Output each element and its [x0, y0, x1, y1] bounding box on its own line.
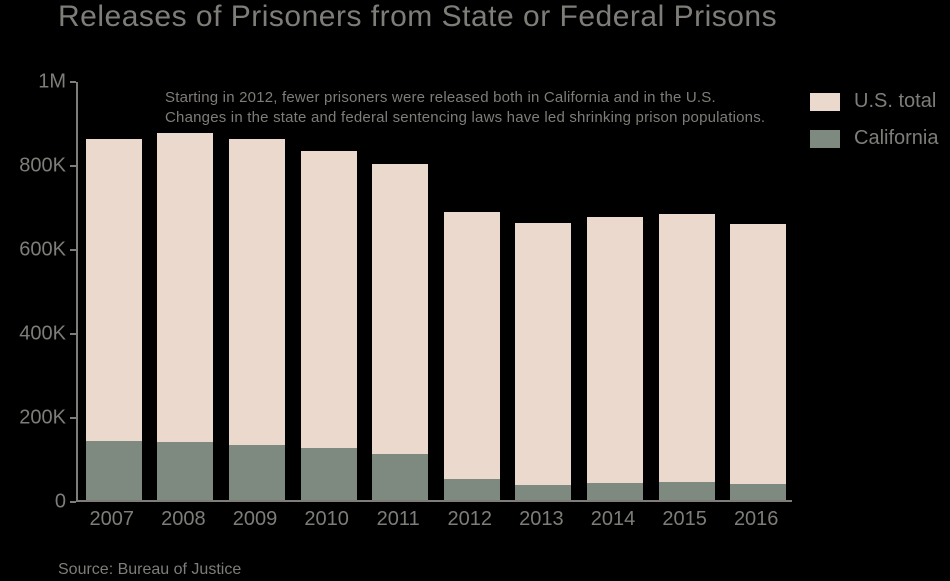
bar-segment	[157, 133, 213, 442]
bar-segment	[730, 484, 786, 500]
legend: U.S. total California	[810, 90, 938, 164]
y-tick-mark	[70, 417, 76, 419]
legend-label: U.S. total	[854, 90, 936, 113]
legend-item: U.S. total	[810, 90, 938, 113]
x-tick-label: 2013	[519, 508, 564, 531]
y-tick-label: 200K	[19, 407, 66, 430]
y-tick-label: 400K	[19, 323, 66, 346]
bar-segment	[372, 164, 428, 454]
bar-segment	[372, 454, 428, 500]
bar-segment	[229, 139, 285, 446]
y-tick-label: 800K	[19, 155, 66, 178]
bar-segment	[444, 212, 500, 479]
bar-segment	[659, 482, 715, 500]
bar-segment	[86, 441, 142, 500]
x-tick-label: 2007	[90, 508, 135, 531]
x-tick-label: 2012	[448, 508, 493, 531]
plot-area	[76, 82, 792, 502]
chart-title: Releases of Prisoners from State or Fede…	[58, 0, 777, 34]
y-tick-mark	[70, 333, 76, 335]
bar-segment	[730, 224, 786, 484]
bar-segment	[587, 483, 643, 500]
y-tick-label: 0	[55, 491, 66, 514]
bar-segment	[301, 448, 357, 501]
x-tick-label: 2011	[377, 508, 420, 531]
bar-segment	[444, 479, 500, 500]
bar-segment	[301, 151, 357, 447]
legend-swatch	[810, 93, 840, 111]
legend-item: California	[810, 127, 938, 150]
chart-container: Releases of Prisoners from State or Fede…	[0, 0, 950, 581]
bar-segment	[86, 139, 142, 441]
x-tick-label: 2010	[304, 508, 349, 531]
bar-segment	[157, 442, 213, 500]
bar-segment	[515, 485, 571, 500]
bar-segment	[229, 445, 285, 500]
y-tick-mark	[70, 249, 76, 251]
bar-segment	[659, 214, 715, 483]
y-tick-label: 600K	[19, 239, 66, 262]
source-text: Source: Bureau of Justice	[58, 561, 241, 579]
x-tick-label: 2008	[161, 508, 206, 531]
legend-swatch	[810, 130, 840, 148]
x-tick-label: 2014	[591, 508, 636, 531]
bar-segment	[515, 223, 571, 486]
x-tick-label: 2015	[662, 508, 707, 531]
y-tick-label: 1M	[38, 71, 66, 94]
y-tick-mark	[70, 81, 76, 83]
x-tick-label: 2009	[233, 508, 278, 531]
y-tick-mark	[70, 165, 76, 167]
x-tick-label: 2016	[734, 508, 779, 531]
y-tick-mark	[70, 501, 76, 503]
legend-label: California	[854, 127, 938, 150]
bar-segment	[587, 217, 643, 484]
